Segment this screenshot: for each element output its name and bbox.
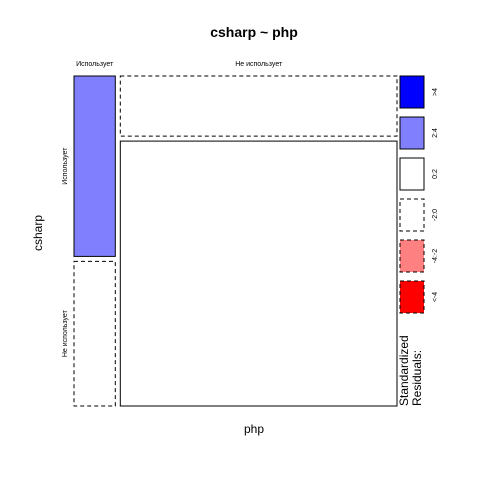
legend-swatch--4 bbox=[399, 75, 425, 109]
legend-label-2-4: 2:4 bbox=[432, 128, 439, 138]
row-label-использует: Использует bbox=[62, 147, 69, 185]
legend-swatch--4-2 bbox=[399, 239, 425, 273]
legend-label--4: >4 bbox=[432, 88, 439, 96]
y-axis-label: csharp bbox=[31, 215, 45, 251]
chart-title: csharp ~ php bbox=[210, 24, 298, 40]
legend-swatch-0-2 bbox=[399, 157, 425, 191]
row-level-labels: Использует Не использует bbox=[62, 147, 69, 357]
legend-label--4: <-4 bbox=[432, 292, 439, 302]
mosaic-tile-использует-не-использует bbox=[73, 260, 116, 407]
legend-label-0-2: 0:2 bbox=[432, 169, 439, 179]
legend-title-line-1: Standardized bbox=[397, 335, 411, 406]
legend-label--2-0: -2:0 bbox=[432, 209, 439, 221]
legend-swatch--2-0 bbox=[399, 198, 425, 232]
column-label-использует: Использует bbox=[76, 61, 114, 68]
column-label-не-использует: Не использует bbox=[235, 61, 283, 68]
legend-label--4-2: -4:-2 bbox=[432, 249, 439, 264]
row-label-не-использует: Не использует bbox=[62, 309, 69, 357]
legend-swatch-2-4 bbox=[399, 116, 425, 150]
mosaic-tile-не-использует-использует bbox=[119, 75, 398, 137]
column-level-labels: Использует Не использует bbox=[76, 61, 283, 68]
mosaic-tiles bbox=[73, 75, 398, 407]
legend-swatch--4 bbox=[399, 280, 425, 314]
legend-title-line-2: Residuals: bbox=[410, 350, 424, 406]
mosaic-tile-использует-использует bbox=[73, 75, 116, 257]
x-axis-label: php bbox=[244, 422, 264, 436]
residuals-legend: Standardized Residuals: >4 2:4 0:2 -2:0 -4:-… bbox=[397, 75, 439, 406]
mosaic-tile-не-использует-не-использует bbox=[119, 140, 398, 407]
